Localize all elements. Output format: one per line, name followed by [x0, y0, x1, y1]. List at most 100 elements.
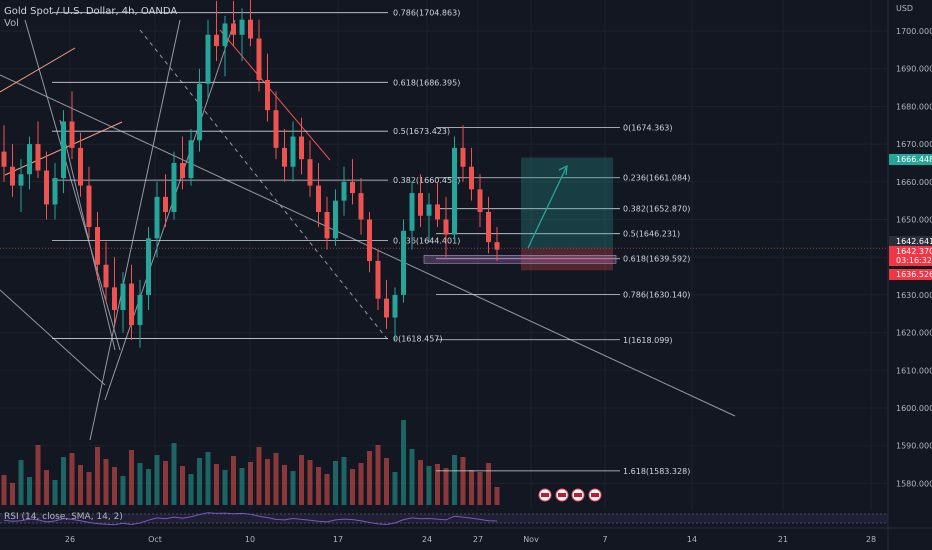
candle [384, 298, 389, 318]
fib-label-right: 0(1674.363) [623, 124, 673, 133]
volume-bar [18, 460, 24, 505]
candle [409, 193, 415, 231]
price-tag-bg [889, 154, 932, 165]
candle [392, 294, 398, 318]
volume-bar [27, 477, 32, 505]
candle [86, 185, 92, 228]
volume-bar [409, 449, 415, 505]
candle [486, 211, 491, 243]
long-position-profit-zone [521, 157, 613, 249]
candle [44, 170, 49, 205]
fib-label-left: 0.618(1686.395) [393, 78, 460, 87]
candle [103, 264, 109, 288]
volume-bar [248, 462, 253, 505]
candle [95, 227, 100, 265]
volume-bar [265, 459, 270, 505]
candle [35, 144, 41, 171]
economic-events[interactable] [538, 488, 602, 502]
candle [61, 121, 66, 179]
candle [163, 196, 168, 212]
price-tag-bg [889, 236, 932, 247]
trend-line [59, 119, 116, 351]
trend-line-red [219, 29, 331, 161]
volume-bar [129, 450, 134, 505]
volume-bar [375, 445, 381, 505]
fib-label-right: 0.236(1661.084) [623, 174, 690, 183]
rsi-pane [0, 510, 888, 527]
volume-bar [1, 475, 7, 505]
volume-bar [401, 420, 406, 505]
dashed-diagonal [139, 29, 389, 341]
fib-label-right: 0.5(1646.231) [623, 230, 680, 239]
fib-label-left: 0.382(1660.451) [393, 176, 460, 185]
candle [307, 159, 313, 186]
long-position-stop-zone [521, 248, 613, 271]
price-tag-bg [889, 269, 932, 280]
candle [231, 23, 236, 35]
candle [222, 23, 228, 47]
candle [401, 230, 406, 295]
volume-bar [299, 455, 304, 505]
candle [27, 144, 32, 175]
candle [197, 83, 202, 141]
symbol-title[interactable]: Gold Spot / U.S. Dollar, 4h, OANDA [4, 6, 178, 17]
candle [180, 162, 185, 179]
time-tick-label: 24 [422, 535, 432, 544]
candle [18, 174, 24, 186]
volume-bar [180, 466, 185, 505]
volume-bar [384, 458, 389, 505]
volume-bar [350, 469, 355, 505]
volume-bar [103, 459, 109, 505]
candle [375, 260, 381, 299]
flag-stripe [574, 493, 582, 497]
price-tag: 1642.370 [896, 247, 932, 256]
trend-line [0, 289, 106, 386]
volume-bar [358, 463, 364, 505]
volume-bar [273, 453, 279, 505]
price-tick-label: 1700.000 [896, 27, 932, 36]
flag-stripe [558, 493, 566, 497]
candles [1, 0, 500, 348]
candle [494, 242, 500, 250]
candle [333, 200, 338, 239]
fib-label-left: 0.5(1673.423) [393, 127, 450, 136]
trend-line [89, 19, 181, 441]
currency-label: USD [896, 4, 914, 13]
time-tick-label: 17 [333, 535, 343, 544]
volume-bar [452, 455, 457, 505]
price-axis[interactable]: 1700.000 1690.000 1680.000 1670.000 1660.000… [887, 0, 932, 550]
fib-label-left: 0.786(1704.863) [393, 9, 460, 18]
candle [112, 287, 117, 310]
volume-bar [188, 474, 194, 505]
volume-bar [316, 467, 321, 505]
candle [188, 140, 194, 179]
volume-bar [418, 460, 423, 505]
candle [120, 283, 126, 310]
fib-label-right: 1(1618.099) [623, 336, 673, 345]
price-tick-label: 1620.000 [896, 329, 932, 338]
volume-bar [35, 445, 41, 505]
time-tick-label: 14 [687, 535, 697, 544]
time-tick-label: 27 [473, 535, 483, 544]
volume-label[interactable]: Vol [4, 18, 19, 29]
candle [341, 181, 347, 201]
candle [418, 193, 423, 216]
volume-bar [282, 465, 287, 505]
volume-bar [52, 480, 58, 505]
time-axis[interactable]: 26 Oct 10 17 24 27 Nov 7 14 21 28 [0, 527, 932, 544]
time-tick-label: Oct [148, 535, 162, 544]
candle [265, 80, 270, 111]
candle [435, 204, 440, 220]
candle [1, 151, 7, 167]
rsi-label[interactable]: RSI (14, close, SMA, 14, 2) [4, 512, 123, 522]
candle [78, 147, 83, 186]
volume-bar [341, 457, 347, 505]
price-tick-label: 1680.000 [896, 102, 932, 111]
volume-bar [367, 451, 372, 505]
target-arrow-head [558, 164, 568, 176]
volume-bar [95, 447, 100, 505]
flag-stripe [591, 493, 599, 497]
candle [443, 219, 449, 235]
candle [205, 34, 211, 84]
